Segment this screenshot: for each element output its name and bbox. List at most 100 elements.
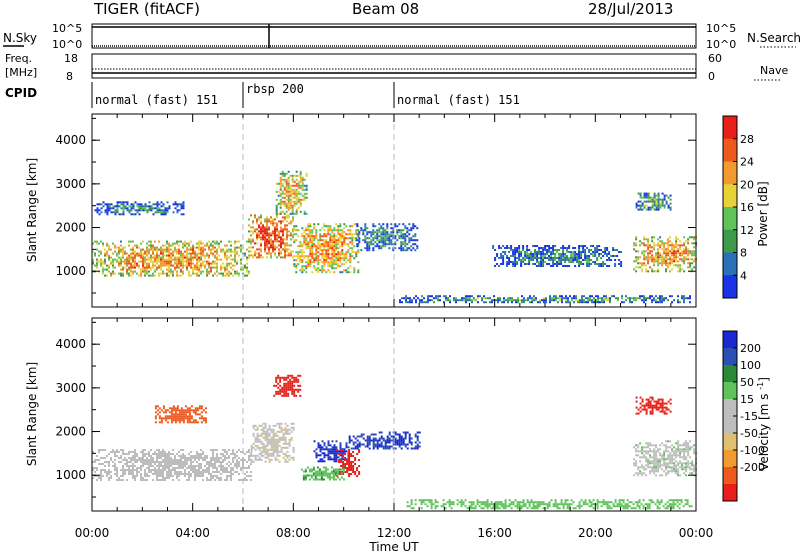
echo-pixel bbox=[270, 254, 272, 257]
echo-pixel bbox=[212, 455, 214, 457]
echo-pixel bbox=[226, 453, 228, 455]
echo-pixel bbox=[486, 503, 489, 506]
echo-pixel bbox=[180, 465, 182, 467]
echo-pixel bbox=[681, 244, 684, 247]
echo-pixel bbox=[366, 435, 369, 438]
echo-pixel bbox=[140, 254, 142, 257]
freq-tick-top: 18 bbox=[64, 52, 78, 65]
echo-pixel bbox=[190, 246, 192, 249]
echo-pixel bbox=[174, 203, 177, 206]
echo-pixel bbox=[293, 227, 296, 230]
echo-pixel bbox=[589, 295, 591, 298]
echo-pixel bbox=[456, 499, 459, 502]
echo-pixel bbox=[240, 467, 242, 469]
echo-pixel bbox=[540, 257, 543, 259]
echo-pixel bbox=[158, 274, 160, 277]
echo-pixel bbox=[132, 475, 134, 477]
echo-pixel bbox=[386, 435, 389, 438]
echo-pixel bbox=[536, 265, 539, 267]
echo-pixel bbox=[368, 435, 371, 438]
echo-pixel bbox=[523, 301, 525, 304]
echo-pixel bbox=[186, 242, 188, 245]
echo-pixel bbox=[234, 246, 236, 249]
echo-pixel bbox=[178, 467, 180, 469]
echo-pixel bbox=[331, 263, 334, 266]
echo-pixel bbox=[633, 242, 636, 245]
echo-pixel bbox=[252, 220, 254, 223]
echo-pixel bbox=[291, 184, 294, 187]
echo-pixel bbox=[134, 455, 136, 457]
echo-pixel bbox=[100, 473, 102, 475]
echo-pixel bbox=[665, 258, 668, 261]
echo-pixel bbox=[450, 507, 453, 510]
echo-pixel bbox=[146, 264, 148, 267]
echo-pixel bbox=[566, 255, 569, 257]
echo-pixel bbox=[160, 461, 162, 463]
echo-pixel bbox=[569, 301, 571, 304]
echo-pixel bbox=[206, 244, 208, 247]
echo-pixel bbox=[321, 267, 324, 270]
echo-pixel bbox=[295, 271, 298, 274]
echo-pixel bbox=[524, 251, 527, 253]
echo-pixel bbox=[182, 246, 184, 249]
echo-pixel bbox=[339, 261, 342, 264]
echo-pixel bbox=[148, 258, 150, 261]
echo-pixel bbox=[284, 238, 286, 241]
echo-pixel bbox=[364, 223, 367, 226]
echo-pixel bbox=[142, 207, 145, 210]
echo-pixel bbox=[569, 295, 571, 298]
echo-pixel bbox=[250, 471, 252, 473]
echo-pixel bbox=[232, 449, 234, 451]
echo-pixel bbox=[643, 258, 646, 261]
echo-pixel bbox=[122, 201, 125, 204]
echo-pixel bbox=[476, 501, 479, 504]
echo-pixel bbox=[126, 270, 128, 273]
echo-pixel bbox=[354, 445, 357, 448]
echo-pixel bbox=[468, 505, 471, 508]
echo-pixel bbox=[643, 299, 645, 302]
echo-pixel bbox=[168, 465, 170, 467]
echo-pixel bbox=[604, 251, 607, 253]
echo-pixel bbox=[162, 213, 165, 216]
echo-pixel bbox=[522, 249, 525, 251]
echo-pixel bbox=[605, 299, 607, 302]
echo-pixel bbox=[295, 202, 298, 205]
echo-pixel bbox=[188, 264, 190, 267]
echo-pixel bbox=[637, 250, 640, 253]
echo-pixel bbox=[224, 244, 226, 247]
echo-pixel bbox=[182, 242, 184, 245]
echo-pixel bbox=[426, 499, 429, 502]
echo-pixel bbox=[667, 250, 670, 253]
echo-pixel bbox=[128, 205, 131, 208]
echo-pixel bbox=[641, 295, 643, 298]
echo-pixel bbox=[659, 297, 661, 300]
echo-pixel bbox=[669, 206, 672, 209]
echo-pixel bbox=[216, 242, 218, 245]
echo-pixel bbox=[321, 257, 324, 260]
echo-pixel bbox=[669, 262, 672, 265]
echo-pixel bbox=[354, 447, 357, 450]
echo-pixel bbox=[238, 449, 240, 451]
echo-pixel bbox=[128, 473, 130, 475]
echo-pixel bbox=[398, 445, 401, 448]
echo-pixel bbox=[274, 458, 277, 461]
echo-pixel bbox=[498, 247, 501, 249]
echo-pixel bbox=[295, 259, 298, 262]
echo-pixel bbox=[304, 476, 307, 479]
echo-pixel bbox=[256, 228, 258, 231]
echo-pixel bbox=[289, 188, 292, 191]
echo-pixel bbox=[178, 479, 180, 481]
echo-pixel bbox=[687, 242, 690, 245]
echo-pixel bbox=[120, 264, 122, 267]
echo-pixel bbox=[198, 264, 200, 267]
echo-pixel bbox=[689, 262, 692, 265]
echo-pixel bbox=[550, 257, 553, 259]
echo-pixel bbox=[128, 469, 130, 471]
echo-pixel bbox=[184, 473, 186, 475]
echo-pixel bbox=[457, 299, 459, 302]
echo-pixel bbox=[439, 295, 441, 298]
echo-pixel bbox=[653, 258, 656, 261]
echo-pixel bbox=[148, 264, 150, 267]
echo-pixel bbox=[304, 474, 307, 477]
echo-pixel bbox=[350, 469, 353, 471]
